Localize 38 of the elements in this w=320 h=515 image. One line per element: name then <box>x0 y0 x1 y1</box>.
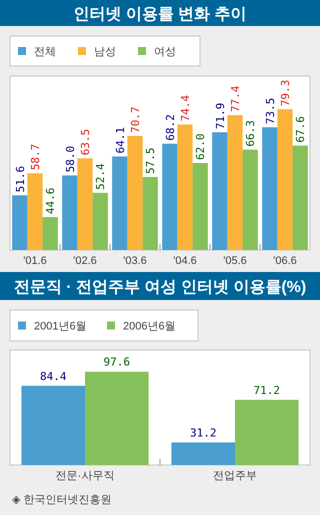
data-label: 70.7 <box>129 106 142 133</box>
data-label: 84.4 <box>40 370 67 383</box>
x-tick-label: '01.6 <box>23 255 47 267</box>
legend-label: 2006년6월 <box>123 320 176 332</box>
data-label: 71.9 <box>214 102 227 130</box>
chart-title: 전문직 · 전업주부 여성 인터넷 이용률(%) <box>14 279 306 296</box>
legend-label: 전체 <box>34 46 56 58</box>
x-tick-label: 전문·사무직 <box>56 470 114 482</box>
chart-title: 인터넷 이용률 변화 추이 <box>73 6 247 23</box>
data-label: 77.4 <box>229 85 242 112</box>
data-label: 57.5 <box>144 147 158 174</box>
data-label: 97.6 <box>104 356 130 369</box>
legend-label: 남성 <box>94 46 116 58</box>
x-tick-label: '02.6 <box>73 255 97 267</box>
legend-label: 2001년6월 <box>34 320 87 332</box>
text: ◈ 한국인터넷진흥원 <box>12 494 112 506</box>
data-label: 71.2 <box>254 384 280 397</box>
data-label: 64.1 <box>114 126 127 154</box>
data-label: 66.3 <box>244 120 258 147</box>
data-label: 58.7 <box>29 144 42 170</box>
x-tick-label: '04.6 <box>173 255 197 267</box>
x-tick-label: '06.6 <box>273 255 297 267</box>
data-label: 73.5 <box>264 98 277 124</box>
data-label: 67.6 <box>294 116 308 143</box>
x-tick-label: '05.6 <box>223 255 247 267</box>
x-tick-label: 전업주부 <box>213 470 257 482</box>
data-label: 68.2 <box>164 114 177 141</box>
data-label: 31.2 <box>190 426 216 440</box>
data-label: 51.6 <box>14 166 27 192</box>
data-label: 44.6 <box>44 188 58 214</box>
data-label: 79.3 <box>279 80 292 106</box>
data-label: 52.4 <box>94 162 108 190</box>
data-label: 63.5 <box>79 128 92 156</box>
data-label: 62.0 <box>194 134 208 160</box>
data-label: 74.4 <box>179 94 192 122</box>
data-label: 58.0 <box>64 146 77 172</box>
legend-label: 여성 <box>154 46 176 58</box>
x-tick-label: '03.6 <box>123 255 147 267</box>
